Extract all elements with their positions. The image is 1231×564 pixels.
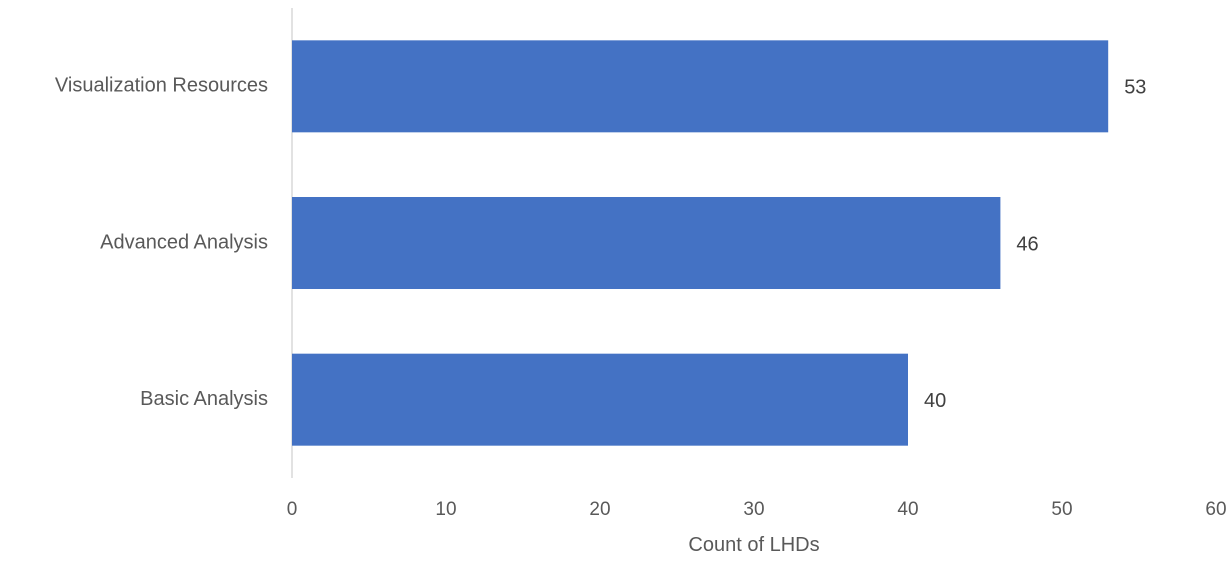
data-label: 53: [1124, 77, 1146, 99]
x-tick-label: 60: [1205, 499, 1226, 520]
x-tick-labels-layer: 0 10 20 30 40 50 60: [287, 499, 1227, 520]
data-label: 46: [1016, 233, 1038, 255]
x-tick-label: 10: [435, 499, 456, 520]
bar-basic-analysis: [292, 353, 908, 446]
x-tick-label: 50: [1051, 499, 1072, 520]
bar-visualization-resources: [292, 40, 1109, 133]
value-labels-layer: 53 46 40: [924, 77, 1146, 412]
bars-layer: [292, 40, 1109, 446]
x-tick-label: 0: [287, 499, 298, 520]
x-tick-label: 40: [897, 499, 918, 520]
bar-advanced-analysis: [292, 197, 1001, 290]
x-tick-label: 30: [743, 499, 764, 520]
category-labels-layer: Visualization Resources Advanced Analysis…: [55, 75, 268, 410]
category-label: Basic Analysis: [140, 388, 268, 410]
x-axis-title: Count of LHDs: [688, 534, 819, 556]
x-tick-label: 20: [589, 499, 610, 520]
data-label: 40: [924, 390, 946, 412]
category-label: Advanced Analysis: [100, 231, 268, 253]
category-label: Visualization Resources: [55, 75, 268, 97]
